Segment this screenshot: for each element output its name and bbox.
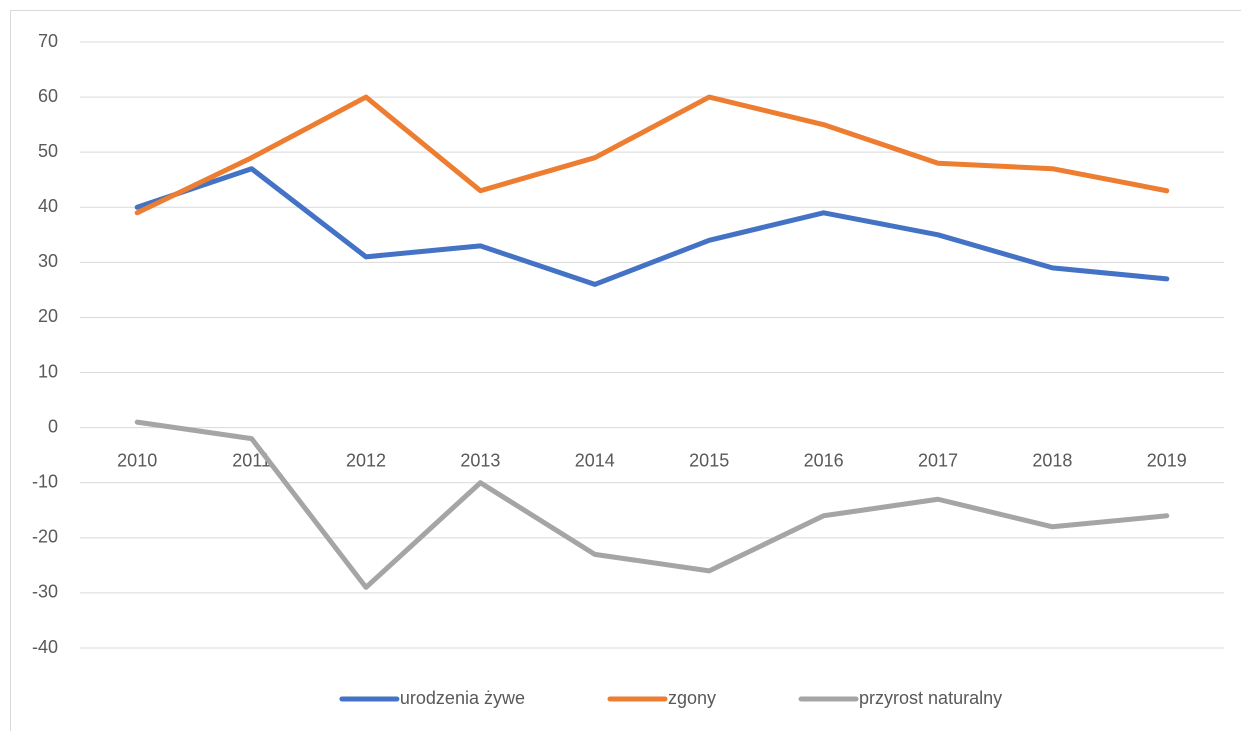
y-tick-label: -20: [32, 527, 58, 547]
y-tick-label: 60: [38, 86, 58, 106]
x-tick-label: 2017: [918, 450, 958, 470]
y-tick-label: 20: [38, 306, 58, 326]
legend-label: przyrost naturalny: [859, 688, 1002, 708]
y-tick-label: -10: [32, 471, 58, 491]
y-tick-label: 40: [38, 196, 58, 216]
y-tick-label: 0: [48, 416, 58, 436]
x-tick-label: 2012: [346, 450, 386, 470]
chart-border: [10, 10, 1241, 731]
series-line: [134, 419, 1170, 590]
x-tick-label: 2018: [1032, 450, 1072, 470]
x-tick-label: 2010: [117, 450, 157, 470]
x-tick-label: 2014: [575, 450, 615, 470]
series-line: [134, 94, 1170, 216]
y-tick-label: -30: [32, 582, 58, 602]
y-tick-label: -40: [32, 637, 58, 657]
x-tick-label: 2011: [232, 450, 271, 470]
x-tick-label: 2019: [1147, 450, 1187, 470]
legend-label: urodzenia żywe: [400, 688, 525, 708]
x-tick-label: 2013: [460, 450, 500, 470]
y-tick-label: 70: [38, 31, 58, 51]
legend-label: zgony: [668, 688, 716, 708]
x-tick-label: 2015: [689, 450, 729, 470]
y-tick-label: 10: [38, 361, 58, 381]
series-line: [134, 166, 1170, 287]
y-tick-label: 30: [38, 251, 58, 271]
x-tick-label: 2016: [804, 450, 844, 470]
y-tick-label: 50: [38, 141, 58, 161]
